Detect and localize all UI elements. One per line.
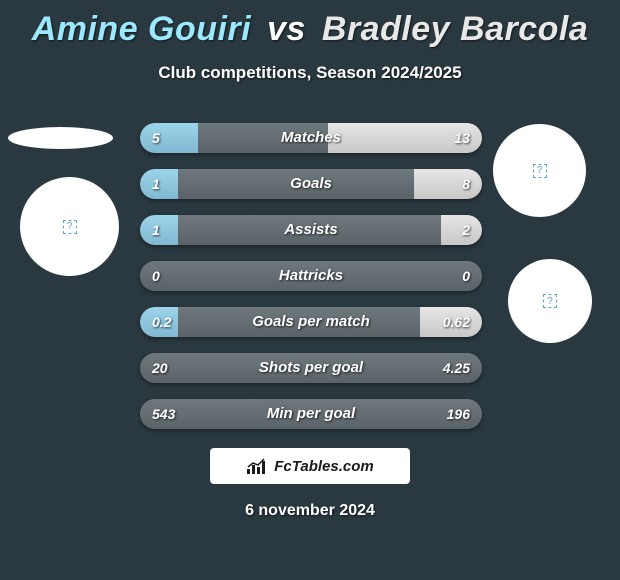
stat-label: Min per goal bbox=[140, 399, 482, 429]
stat-row: 0Hattricks0 bbox=[140, 261, 482, 291]
comparison-title: Amine Gouiri vs Bradley Barcola bbox=[0, 0, 620, 49]
avatar-ellipse-top-left bbox=[8, 127, 113, 149]
stat-label: Assists bbox=[140, 215, 482, 245]
player2-name: Bradley Barcola bbox=[322, 10, 588, 48]
stat-right-value: 196 bbox=[447, 399, 470, 429]
placeholder-icon: ? bbox=[63, 220, 77, 234]
stat-right-value: 4.25 bbox=[443, 353, 470, 383]
chart-icon bbox=[246, 457, 268, 475]
avatar-left: ? bbox=[20, 177, 119, 276]
placeholder-icon: ? bbox=[543, 294, 557, 308]
stat-right-value: 8 bbox=[462, 169, 470, 199]
stats-panel: 5Matches13 1Goals8 1Assists2 0Hattricks0 0.2… bbox=[140, 123, 482, 445]
logo-text: FcTables.com bbox=[274, 458, 373, 475]
stat-label: Goals per match bbox=[140, 307, 482, 337]
player1-name: Amine Gouiri bbox=[32, 10, 251, 48]
placeholder-icon: ? bbox=[533, 164, 547, 178]
stat-label: Goals bbox=[140, 169, 482, 199]
stat-label: Hattricks bbox=[140, 261, 482, 291]
stat-right-value: 0.62 bbox=[443, 307, 470, 337]
avatar-top-right: ? bbox=[493, 124, 586, 217]
subtitle: Club competitions, Season 2024/2025 bbox=[0, 63, 620, 83]
stat-label: Shots per goal bbox=[140, 353, 482, 383]
avatar-bottom-right: ? bbox=[508, 259, 592, 343]
stat-row: 0.2Goals per match0.62 bbox=[140, 307, 482, 337]
stat-row: 543Min per goal196 bbox=[140, 399, 482, 429]
stat-row: 5Matches13 bbox=[140, 123, 482, 153]
stat-row: 1Assists2 bbox=[140, 215, 482, 245]
stat-row: 1Goals8 bbox=[140, 169, 482, 199]
stat-right-value: 13 bbox=[454, 123, 470, 153]
logo-box: FcTables.com bbox=[210, 448, 410, 484]
stat-row: 20Shots per goal4.25 bbox=[140, 353, 482, 383]
stat-right-value: 0 bbox=[462, 261, 470, 291]
stat-label: Matches bbox=[140, 123, 482, 153]
date-label: 6 november 2024 bbox=[0, 502, 620, 520]
vs-label: vs bbox=[267, 10, 306, 48]
stat-right-value: 2 bbox=[462, 215, 470, 245]
